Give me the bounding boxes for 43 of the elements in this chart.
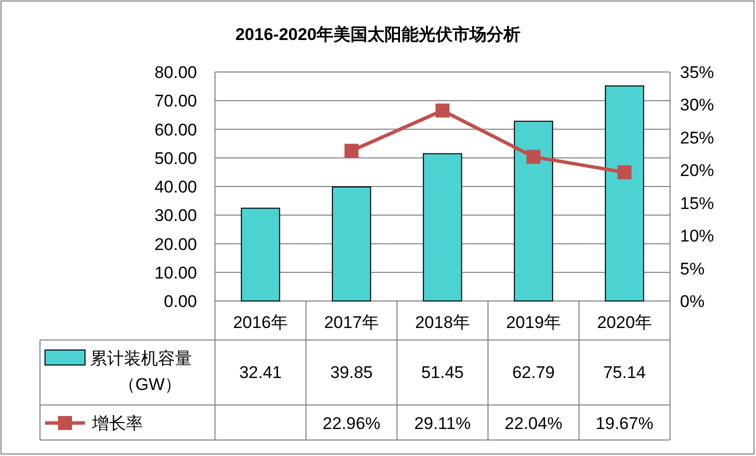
bar <box>514 120 554 302</box>
y2-tick-label: 25% <box>680 128 714 148</box>
y2-tick-label: 35% <box>680 63 714 82</box>
y-tick-label: 50.00 <box>154 148 197 168</box>
bar <box>422 153 462 302</box>
x-tick-label: 2019年 <box>506 313 561 332</box>
y2-tick-label: 5% <box>680 259 705 278</box>
chart-title: 2016-2020年美国太阳能光伏市场分析 <box>235 25 521 44</box>
point <box>526 150 540 164</box>
data-label: 22.96% <box>322 414 380 433</box>
y-tick-label: 0.00 <box>164 292 197 311</box>
data-label: 32.41 <box>239 363 282 382</box>
y2-tick-label: 30% <box>680 96 714 115</box>
bar <box>604 85 644 302</box>
x-tick-label: 2020年 <box>597 313 652 332</box>
x-tick-label: 2017年 <box>324 313 379 332</box>
point <box>436 104 450 118</box>
y-tick-label: 10.00 <box>154 263 197 282</box>
y-tick-label: 70.00 <box>154 92 197 111</box>
data-label: 51.45 <box>421 363 464 382</box>
bar <box>240 208 280 302</box>
y-tick-label: 60.00 <box>154 120 197 140</box>
data-label: 62.79 <box>512 363 555 382</box>
y-tick-label: 80.00 <box>154 63 197 82</box>
x-tick-label: 2016年 <box>233 313 288 332</box>
y2-tick-label: 15% <box>680 194 714 213</box>
bar <box>332 186 372 302</box>
y2-tick-label: 10% <box>680 226 714 246</box>
y-tick-label: 40.00 <box>154 178 197 196</box>
y2-tick-label: 20% <box>680 161 714 180</box>
data-label: 19.67% <box>596 414 654 433</box>
legend-label: 累计装机容量（GW） <box>90 349 192 394</box>
data-label: 22.04% <box>504 414 562 433</box>
data-label: 39.85 <box>330 363 373 382</box>
y2-tick-label: 0% <box>680 292 705 311</box>
legend-label: 增长率 <box>91 414 143 433</box>
data-label: 29.11% <box>414 414 471 433</box>
point <box>618 165 632 180</box>
x-tick-label: 2018年 <box>415 313 470 332</box>
point <box>344 144 358 158</box>
y-tick-label: 30.00 <box>154 206 197 226</box>
y-tick-label: 20.00 <box>154 234 197 254</box>
data-label: 75.14 <box>603 363 646 382</box>
